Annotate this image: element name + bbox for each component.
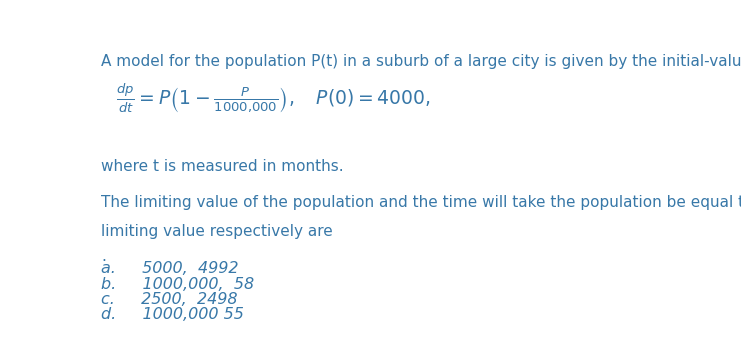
Text: $\frac{dp}{dt} = P\left(1 - \frac{P}{1000{,}000}\right), \quad P(0) = 4000,$: $\frac{dp}{dt} = P\left(1 - \frac{P}{100… (116, 81, 431, 115)
Text: limiting value respectively are: limiting value respectively are (102, 224, 333, 239)
Text: b.   1000,000,  58: b. 1000,000, 58 (102, 277, 254, 292)
Text: c.   2500,  2498: c. 2500, 2498 (102, 292, 238, 307)
Text: .: . (102, 249, 106, 264)
Text: a.   5000,  4992: a. 5000, 4992 (102, 261, 239, 276)
Text: d.   1000,000 55: d. 1000,000 55 (102, 307, 244, 322)
Text: where t is measured in months.: where t is measured in months. (102, 159, 344, 174)
Text: A model for the population P(t) in a suburb of a large city is given by the init: A model for the population P(t) in a sub… (102, 54, 741, 69)
Text: The limiting value of the population and the time will take the population be eq: The limiting value of the population and… (102, 195, 741, 210)
